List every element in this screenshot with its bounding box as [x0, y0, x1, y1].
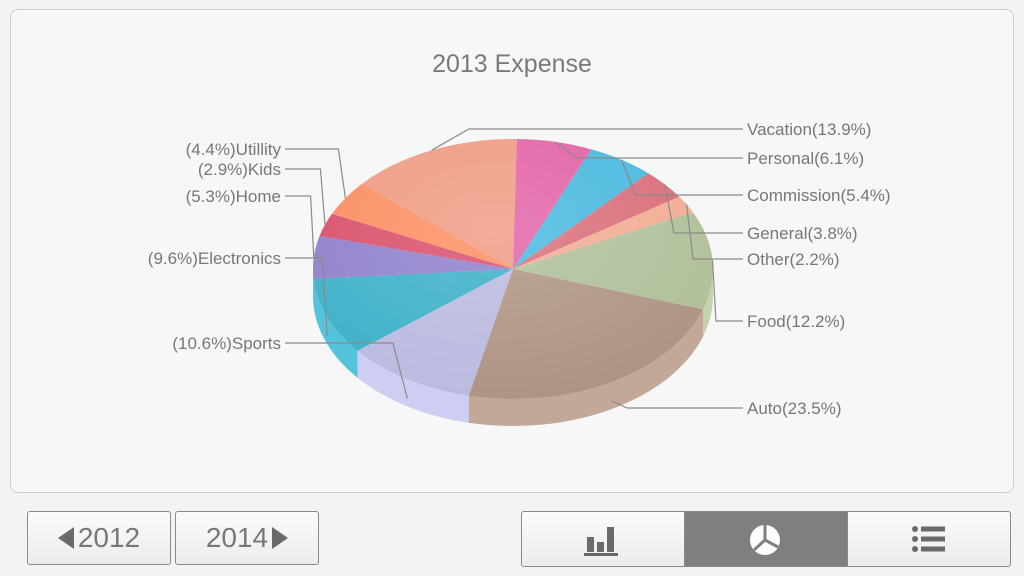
next-year-label: 2014 [205, 522, 269, 553]
leader-line-auto [611, 400, 743, 409]
leader-line-food [711, 260, 743, 322]
pie-chart-icon [750, 525, 780, 555]
list-view-button[interactable] [847, 512, 1010, 566]
arrow-left-icon [57, 527, 74, 549]
leader-line-electronics [285, 257, 328, 337]
data-label-general: General(3.8%) [747, 224, 858, 243]
leader-line-commission [620, 159, 743, 196]
data-label-other: Other(2.2%) [747, 250, 840, 269]
data-label-food: Food(12.2%) [747, 312, 845, 331]
data-label-personal: Personal(6.1%) [747, 149, 864, 168]
pie-chart-view-button[interactable] [684, 512, 847, 566]
view-switcher [521, 511, 1011, 567]
data-label-vacation: Vacation(13.9%) [747, 120, 871, 139]
leader-line-sports [285, 342, 408, 399]
data-label-commission: Commission(5.4%) [747, 186, 891, 205]
bar-chart-view-button[interactable] [522, 512, 684, 566]
leader-line-general [664, 184, 743, 234]
leader-line-other [685, 204, 743, 260]
prev-year-button[interactable]: 2012 [27, 511, 171, 565]
leader-line-kids [285, 168, 326, 225]
bar-chart-icon [584, 527, 618, 556]
next-year-button[interactable]: 2014 [175, 511, 319, 565]
chart-title: 2013 Expense [432, 50, 592, 78]
data-label-kids: (2.9%)Kids [198, 160, 281, 179]
data-label-sports: (10.6%)Sports [172, 334, 281, 353]
data-label-utillity: (4.4%)Utillity [186, 140, 282, 159]
list-icon [912, 526, 945, 552]
pie-chart: Vacation(13.9%) Personal(6.1%) Commission(… [148, 120, 891, 426]
arrow-right-icon [272, 527, 289, 549]
leader-line-personal [554, 141, 743, 159]
leader-line-home [285, 195, 315, 258]
data-label-electronics: (9.6%)Electronics [148, 249, 281, 268]
data-label-auto: Auto(23.5%) [747, 399, 842, 418]
chart-panel: 2013 Expense Vacation(13.9%) Personal(6.1… [10, 9, 1014, 493]
leader-line-utillity [285, 148, 346, 199]
data-label-home: (5.3%)Home [186, 187, 281, 206]
prev-year-label: 2012 [77, 522, 141, 553]
leader-line-vacation [431, 128, 743, 151]
